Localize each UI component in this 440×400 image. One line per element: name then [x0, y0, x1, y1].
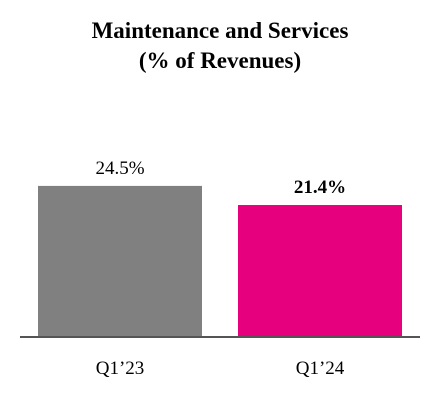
data-label-1: 24.5% — [95, 158, 144, 179]
chart-title-line-2: (% of Revenues) — [138, 48, 302, 73]
chart-title: Maintenance and Services (% of Revenues) — [0, 16, 440, 76]
bar-1 — [38, 185, 202, 337]
data-label-2: 21.4% — [294, 177, 346, 198]
x-tick-label-1: Q1’23 — [96, 358, 145, 379]
x-tick-label-2: Q1’24 — [296, 358, 345, 379]
bar-2 — [238, 205, 402, 337]
chart-title-line-1: Maintenance and Services — [91, 18, 349, 43]
